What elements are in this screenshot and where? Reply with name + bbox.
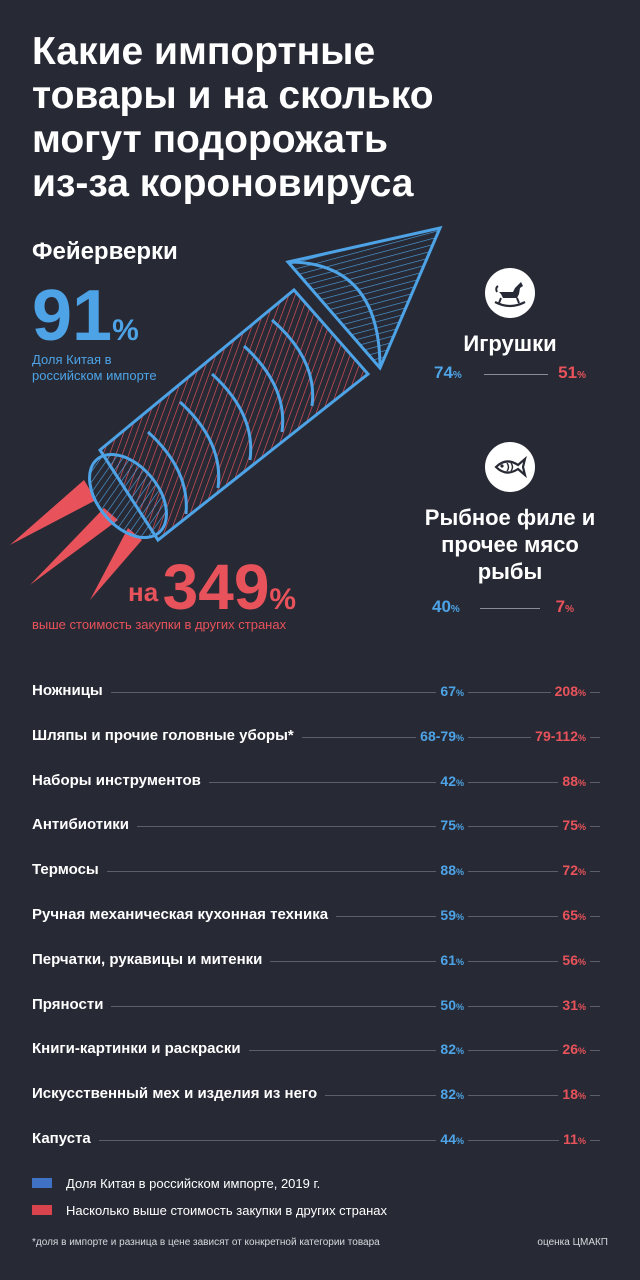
china-share-value: 68-79%	[416, 727, 468, 744]
row-label: Ножницы	[32, 682, 111, 699]
price-increase-value: 79-112%	[531, 727, 590, 744]
row-label: Перчатки, рукавицы и митенки	[32, 950, 271, 968]
row-label: Термосы	[32, 861, 107, 879]
legend-label: Доля Китая в российском импорте, 2019 г.	[66, 1176, 321, 1191]
table-row: Наборы инструментов 42% 88%	[32, 771, 600, 796]
china-share-value: 59%	[436, 907, 468, 923]
firework-rocket-illustration	[10, 225, 443, 600]
row-leader-line	[32, 736, 600, 738]
china-share-value: 88%	[436, 862, 468, 879]
table-row: Ручная механическая кухонная техника 59% 6…	[32, 906, 600, 930]
china-share-value: 61%	[436, 951, 468, 968]
row-leader-line	[32, 871, 600, 873]
china-share-value: 82%	[436, 1041, 468, 1058]
price-increase-value: 208%	[550, 683, 590, 699]
table-row: Искусственный мех и изделия из него 82% 18…	[32, 1085, 600, 1109]
price-increase-value: 51%	[558, 363, 586, 382]
legend-swatch	[32, 1205, 52, 1215]
price-increase-value: 65%	[558, 907, 590, 923]
rocket-nose	[285, 225, 443, 371]
china-share-value: 50%	[436, 996, 468, 1013]
highlight-toys: Игрушки 74% 51%	[420, 268, 600, 393]
table-row: Перчатки, рукавицы и митенки 61% 56%	[32, 950, 600, 975]
price-increase-value: 26%	[558, 1041, 590, 1058]
row-label: Наборы инструментов	[32, 771, 209, 789]
table-row: Шляпы и прочие головные уборы* 68-79% 79-1…	[32, 726, 600, 751]
highlight-name: Игрушки	[463, 331, 557, 356]
title-line: могут подорожать	[32, 118, 388, 161]
legend-label: Насколько выше стоимость закупки в други…	[66, 1203, 388, 1218]
price-increase-value: 88%	[558, 772, 590, 789]
hero-price-caption: выше стоимость закупки в других странах	[32, 617, 287, 632]
rocket-body	[88, 287, 371, 543]
row-label: Ручная механическая кухонная техника	[32, 906, 337, 923]
china-share-value: 67%	[436, 683, 468, 699]
highlight-values: 74% 51%	[420, 363, 600, 393]
hero-price-increase-value: 349	[162, 551, 270, 623]
footnote: *доля в импорте и разница в цене зависят…	[32, 1237, 380, 1248]
title-line: из-за короновируса	[32, 162, 414, 205]
title-line: товары и на сколько	[32, 74, 434, 117]
percent-sign: %	[269, 583, 297, 616]
row-label: Шляпы и прочие головные уборы*	[32, 726, 302, 744]
page-title: Какие импортные товары и на сколько могу…	[32, 30, 592, 206]
legend-item-china-share: Доля Китая в российском импорте, 2019 г.	[32, 1176, 320, 1191]
hero-china-share-value: 91	[32, 276, 113, 356]
rocket-exhaust	[10, 480, 142, 600]
hero-price-increase: на 349%	[128, 552, 296, 622]
table-row: Термосы 88% 72%	[32, 861, 600, 885]
row-leader-line	[32, 1140, 600, 1141]
row-leader-line	[32, 781, 600, 783]
title-line: Какие импортные	[32, 30, 376, 73]
china-share-value: 44%	[436, 1131, 468, 1147]
legend-swatch	[32, 1178, 52, 1188]
china-share-value: 42%	[436, 772, 468, 789]
connector-line	[484, 374, 548, 375]
hero-price-prefix: на	[128, 577, 159, 607]
china-share-value: 82%	[436, 1086, 468, 1103]
price-increase-value: 31%	[558, 996, 590, 1013]
price-increase-value: 11%	[559, 1131, 590, 1147]
source: оценка ЦМАКП	[537, 1237, 608, 1248]
row-leader-line	[32, 1005, 600, 1007]
table-row: Книги-картинки и раскраски 82% 26%	[32, 1040, 600, 1064]
price-increase-value: 7%	[555, 597, 574, 616]
price-increase-value: 18%	[558, 1086, 590, 1103]
highlight-values: 40% 7%	[410, 597, 610, 627]
fish-icon	[485, 442, 535, 492]
row-label: Пряности	[32, 995, 112, 1013]
highlight-name: Рыбное филе и прочее мясо рыбы	[424, 505, 596, 584]
row-label: Книги-картинки и раскраски	[32, 1040, 249, 1058]
table-row: Капуста 44% 11%	[32, 1130, 600, 1154]
table-row: Ножницы 67% 208%	[32, 682, 600, 706]
hero-china-share-caption: Доля Китая в российском импорте	[32, 352, 157, 383]
table-row: Антибиотики 75% 75%	[32, 816, 600, 840]
row-leader-line	[32, 826, 600, 828]
row-leader-line	[32, 960, 600, 962]
percent-sign: %	[112, 314, 139, 347]
row-label: Антибиотики	[32, 816, 138, 834]
china-share-value: 40%	[432, 597, 460, 616]
legend-item-price-increase: Насколько выше стоимость закупки в други…	[32, 1203, 387, 1218]
china-share-value: 75%	[436, 817, 468, 834]
price-increase-value: 56%	[558, 951, 590, 968]
row-leader-line	[32, 1050, 600, 1052]
highlight-fish-fillet: Рыбное филе и прочее мясо рыбы 40% 7%	[410, 442, 610, 627]
table-row: Пряности 50% 31%	[32, 995, 600, 1020]
row-label: Капуста	[32, 1130, 99, 1147]
row-label: Искусственный мех и изделия из него	[32, 1085, 326, 1103]
hero-item-name: Фейерверки	[32, 238, 178, 265]
price-increase-value: 75%	[558, 817, 590, 834]
china-share-value: 74%	[434, 363, 462, 382]
rocking-horse-icon	[485, 268, 535, 318]
connector-line	[480, 608, 540, 609]
row-leader-line	[32, 692, 600, 693]
price-increase-value: 72%	[558, 862, 590, 879]
hero-china-share: 91%	[32, 276, 139, 356]
